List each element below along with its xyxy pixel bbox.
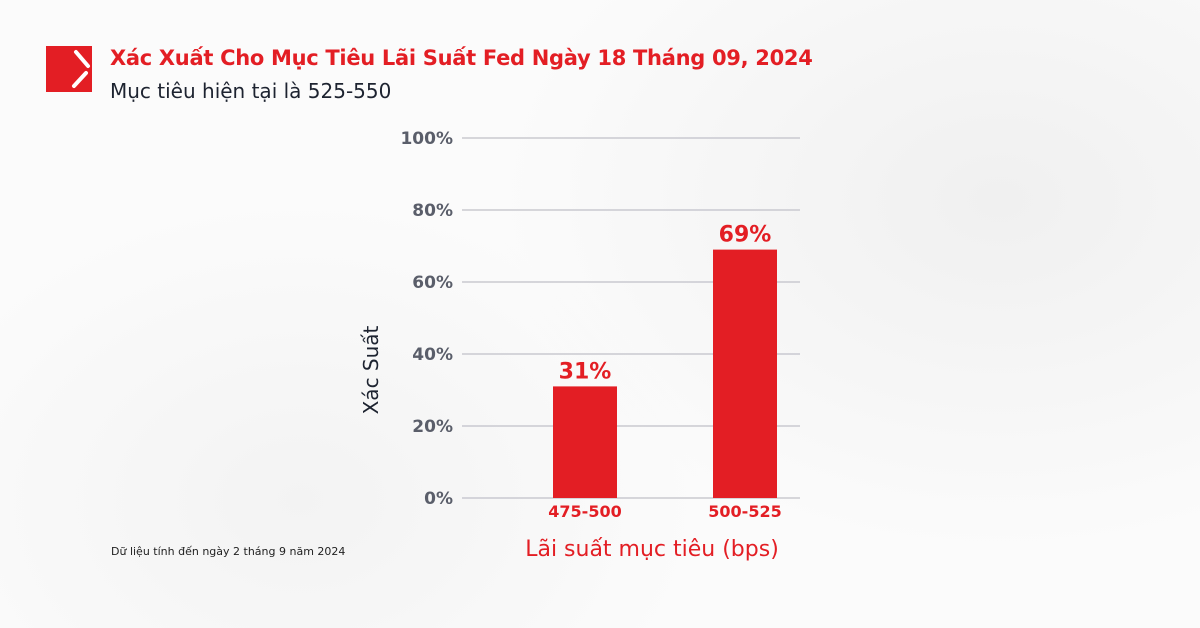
x-axis-label: Lãi suất mục tiêu (bps) <box>525 537 779 562</box>
data-label: 31% <box>559 359 612 384</box>
data-label: 69% <box>719 223 772 248</box>
x-tick-label: 500-525 <box>708 502 781 521</box>
y-tick-label: 100% <box>400 129 453 149</box>
bar <box>553 386 617 498</box>
chart-title: Xác Xuất Cho Mục Tiêu Lãi Suất Fed Ngày … <box>110 46 813 70</box>
y-tick-label: 0% <box>424 489 453 509</box>
logo-icon <box>46 46 92 92</box>
footnote: Dữ liệu tính đến ngày 2 tháng 9 năm 2024 <box>111 545 346 558</box>
x-tick-label: 475-500 <box>548 502 621 521</box>
y-axis-label: Xác Suất <box>359 325 383 414</box>
bar <box>713 249 777 498</box>
chart-subtitle: Mục tiêu hiện tại là 525-550 <box>110 79 392 103</box>
y-tick-label: 20% <box>412 417 453 437</box>
y-tick-label: 80% <box>412 201 453 221</box>
y-tick-label: 60% <box>412 273 453 293</box>
y-tick-label: 40% <box>412 345 453 365</box>
